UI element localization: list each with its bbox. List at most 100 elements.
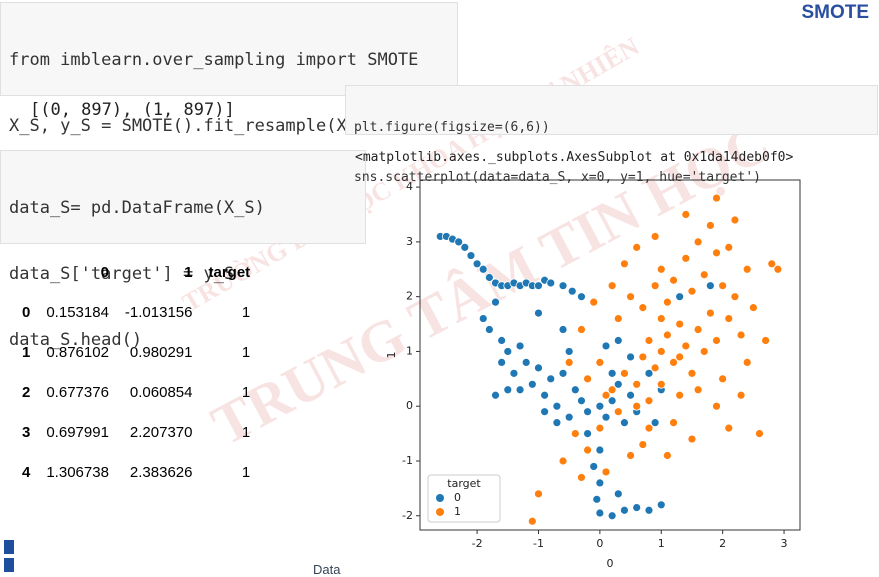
cell-output: [(0, 897), (1, 897)] (30, 100, 235, 120)
point (712, 336, 721, 345)
point (687, 434, 697, 444)
code-line: from imblearn.over_sampling import SMOTE (9, 50, 419, 70)
point (675, 352, 685, 362)
point (669, 357, 678, 367)
table-cell: -1.013156 (124, 303, 193, 321)
point (718, 374, 728, 384)
table-cell: 2 (22, 383, 31, 401)
legend-marker (436, 494, 444, 502)
point (540, 390, 550, 400)
point (577, 292, 586, 302)
point (742, 264, 752, 274)
point (644, 505, 654, 515)
point (521, 357, 531, 367)
point (607, 368, 617, 378)
point (761, 336, 771, 345)
point (712, 193, 721, 203)
point (724, 314, 734, 323)
point (662, 297, 672, 307)
point (509, 368, 519, 378)
point (527, 379, 537, 389)
point (620, 368, 629, 378)
point (669, 275, 678, 285)
point (595, 478, 605, 488)
point (644, 423, 654, 433)
point (675, 292, 685, 302)
point (466, 251, 476, 260)
point (577, 396, 586, 406)
point (613, 314, 623, 323)
point (632, 401, 642, 411)
point (570, 429, 580, 438)
point (607, 511, 617, 521)
point (577, 325, 586, 334)
legend-marker (436, 508, 444, 516)
point (503, 347, 513, 356)
point (564, 357, 574, 367)
point (564, 347, 574, 356)
point (503, 385, 513, 395)
point (626, 390, 635, 400)
point (515, 341, 525, 351)
point (626, 352, 635, 362)
code-line: data_S['target'] = y_S (9, 264, 235, 284)
point (570, 385, 580, 395)
point (472, 259, 482, 269)
point (632, 242, 642, 252)
point (669, 418, 678, 428)
x-tick-label: 3 (781, 537, 788, 550)
point (564, 412, 574, 422)
table-cell: 4 (22, 463, 31, 481)
y-tick-label: 4 (406, 180, 413, 193)
point (705, 308, 715, 318)
table-cell: 0 (22, 303, 31, 321)
point (613, 379, 623, 389)
data-table: 0 1 target 0 0.153184 -1.013156 1 1 0.876102 0.98… (14, 252, 258, 492)
header-row: 0 1 target (14, 252, 258, 292)
point (742, 357, 752, 367)
slide-title: SMOTE (801, 2, 869, 23)
point (632, 503, 642, 512)
point (656, 347, 666, 356)
table-row: 1 0.876102 0.980291 1 (14, 332, 258, 372)
point (595, 445, 605, 455)
y-tick-label: 1 (406, 344, 413, 357)
x-tick-label: 0 (596, 537, 603, 550)
point (656, 379, 666, 389)
point (613, 336, 623, 345)
point (724, 242, 734, 252)
code-line: plt.figure(figsize=(6,6)) (354, 120, 550, 135)
point (583, 445, 592, 455)
point (736, 390, 746, 400)
point (632, 379, 642, 389)
point (589, 462, 599, 471)
code-cell: data_S= pd.DataFrame(X_S) data_S['target… (0, 150, 366, 350)
table-row: 4 1.306738 2.383626 1 (14, 452, 258, 492)
point (724, 423, 734, 433)
code-cell: plt.figure(figsize=(6,6)) sns.scatterplo… (345, 85, 878, 185)
y-tick-label: 3 (406, 235, 413, 248)
table-cell: 1 (241, 303, 251, 321)
point (718, 281, 728, 291)
table-cell: 1.306738 (46, 463, 109, 481)
table-cell: 3 (22, 423, 31, 441)
point (705, 221, 715, 230)
point (681, 253, 691, 263)
code-cell: from imblearn.over_sampling import SMOTE… (0, 2, 458, 202)
point (687, 286, 697, 296)
table-cell: 2.383626 (129, 463, 193, 481)
y-tick-label: 0 (406, 399, 413, 412)
table-row: 2 0.677376 0.060854 1 (14, 372, 258, 412)
table-cell: 0.677376 (46, 383, 109, 401)
point (705, 281, 715, 291)
point (484, 273, 494, 282)
point (454, 237, 464, 247)
legend-box (427, 474, 501, 523)
table-cell: 1 (241, 383, 251, 401)
y-axis-label: 1 (385, 352, 398, 359)
point (650, 232, 660, 241)
point (748, 303, 758, 313)
header-cell: target (208, 263, 251, 281)
point (558, 368, 568, 378)
